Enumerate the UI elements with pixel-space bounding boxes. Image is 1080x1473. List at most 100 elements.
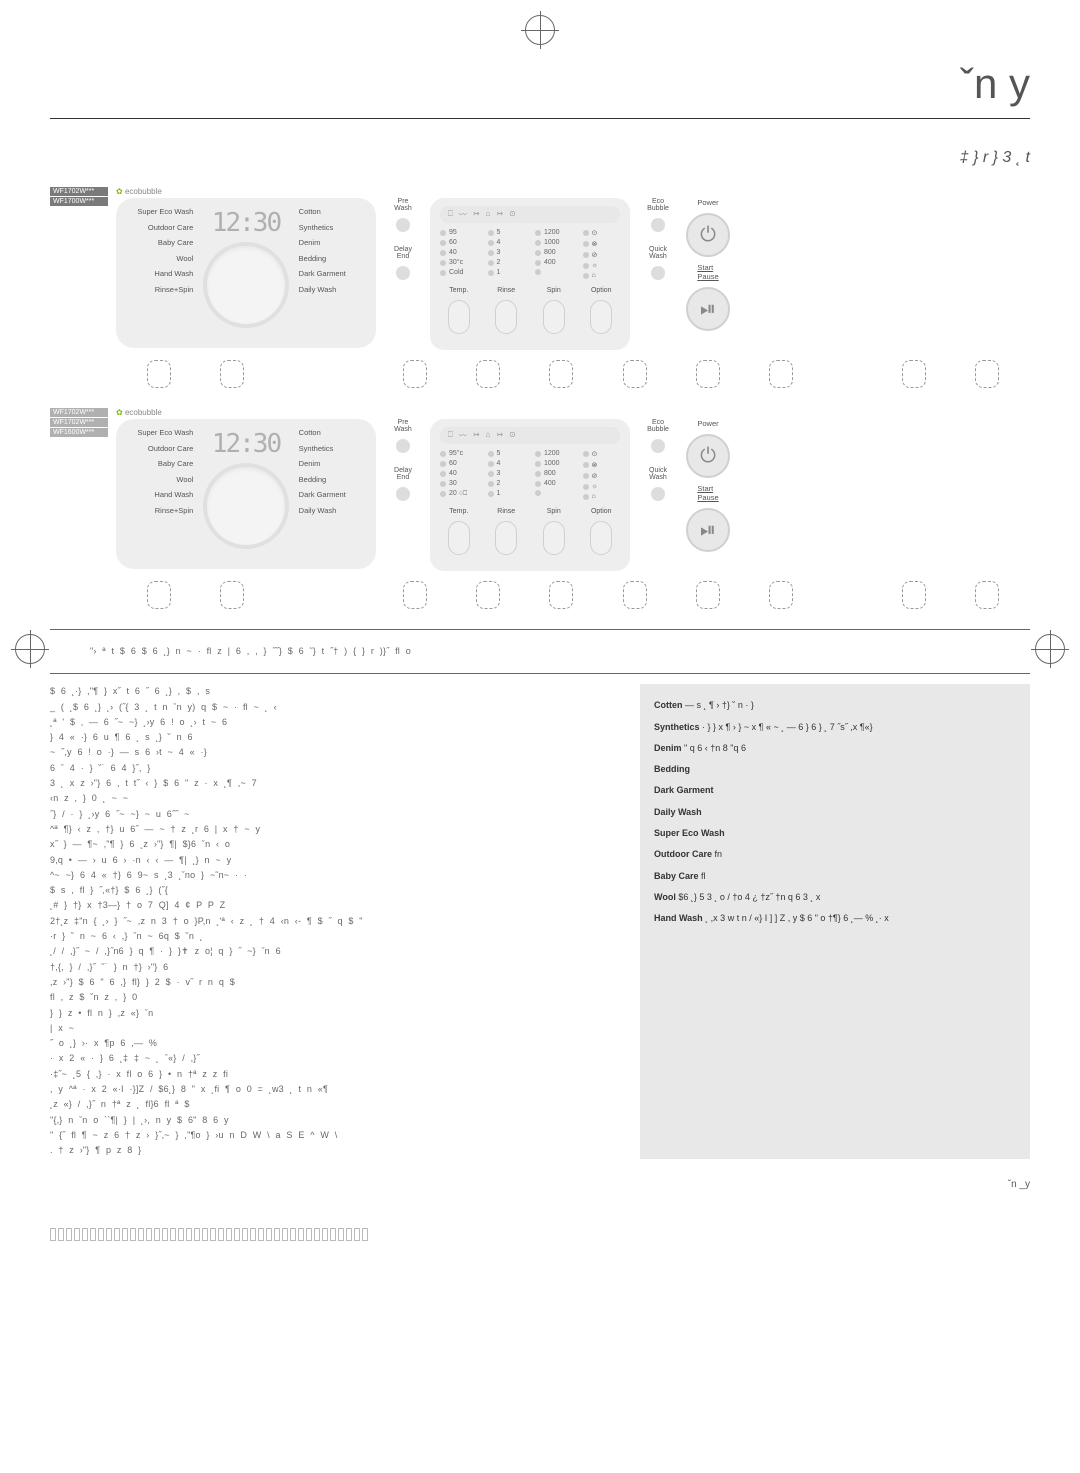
power-label: Power [697,419,718,428]
power-button[interactable]: ⏻ [686,213,730,257]
opt-icon: ⊙ [592,229,598,237]
model-line: WF1700W*** [50,197,108,206]
program-name: Synthetics [654,722,700,732]
start-pause-button[interactable]: ⏯ [686,287,730,331]
program-desc: — s ˛ ¶ › †} ˘ n · } [685,700,754,710]
dial-knob[interactable] [203,463,289,549]
opt-icon: ☼ [592,262,598,269]
eco-brand: ecobubble [125,187,162,196]
option-headers: Temp. Rinse Spin Option [440,287,620,294]
care-icon: ↣ [473,209,480,220]
start-pause-label: Start Pause [697,263,718,281]
program-dial-block: Super Eco Wash Outdoor Care Baby Care Wo… [116,419,376,569]
prog-baby: Baby Care [158,239,193,247]
program-name: Dark Garment [654,785,714,795]
callout-box [147,360,171,388]
care-icon: ⊙ [509,209,516,220]
temp-30: 30 [449,480,457,487]
rinse-5: 5 [497,450,501,457]
start-pause-button[interactable]: ⏯ [686,508,730,552]
panel-row-1: WF1702W*** WF1700W*** ✿ ecobubble Super … [50,187,1030,388]
program-definition: Wool $6 ˛} 5 3 ˛ o / †o 4 ¿ †z˝ †n q 6 3… [654,890,1016,905]
program-desc: " q 6 ‹ †n 8 "q 6 [684,743,746,753]
program-name: Outdoor Care [654,849,712,859]
prog-super-eco: Super Eco Wash [137,429,193,437]
delay-button[interactable] [396,487,410,501]
rinse-3: 3 [497,470,501,477]
temp-button[interactable] [448,521,470,555]
program-name: Baby Care [654,871,699,881]
eco-label: ✿ ecobubble [116,408,1030,417]
care-icon: ⌂ [486,430,491,441]
spin-button[interactable] [543,300,565,334]
prog-baby: Baby Care [158,460,193,468]
program-desc: ˛ ,x 3 w t n / «} I ] ] Z , y $ 6 " o †¶… [705,913,889,923]
prewash-label: Pre Wash [394,419,412,433]
option-panel: ⎕ 〰 ↣ ⌂ ↣ ⊙ 95 60 40 30°c Cold [430,198,630,350]
program-name: Denim [654,743,682,753]
eco-bubble-button[interactable] [651,439,665,453]
rinse-3: 3 [497,249,501,256]
temp-40: 40 [449,470,457,477]
eco-bubble-button[interactable] [651,218,665,232]
quick-wash-button[interactable] [651,266,665,280]
delay-label: Delay End [394,467,412,481]
prog-synthetics: Synthetics [299,224,334,232]
model-line: WF1702W*** [50,187,108,196]
temp-40: 40 [449,249,457,256]
program-name: Bedding [654,764,690,774]
temp-col: 95 60 40 30°c Cold [440,229,478,279]
prog-wool: Wool [176,255,193,263]
program-labels-left: Super Eco Wash Outdoor Care Baby Care Wo… [128,429,193,514]
care-icon: 〰 [459,430,467,441]
prog-bedding: Bedding [299,476,327,484]
program-definition: Dark Garment [654,783,1016,798]
header-rinse: Rinse [488,508,526,515]
program-desc: $6 ˛} 5 3 ˛ o / †o 4 ¿ †z˝ †n q 6 3 ˛ x [678,892,820,902]
rinse-button[interactable] [495,521,517,555]
spin-1200: 1200 [544,229,560,236]
prog-wool: Wool [176,476,193,484]
delay-label: Delay End [394,246,412,260]
header-spin: Spin [535,508,573,515]
panel-row-2: WF1702W*** WF1702W*** WF1600W*** ✿ ecobu… [50,408,1030,609]
delay-button[interactable] [396,266,410,280]
temp-button[interactable] [448,300,470,334]
prog-bedding: Bedding [299,255,327,263]
callout-box [403,581,427,609]
rinse-col: 5 4 3 2 1 [488,229,526,279]
spin-col: 1200 1000 800 400 [535,450,573,500]
option-columns: 95 60 40 30°c Cold 5 4 3 2 1 1200 [440,229,620,279]
option-col: ⊙ ⊗ ⊘ ☼ ⌂ [583,450,621,500]
page-title: ˇn y [50,60,1030,119]
spin-400: 400 [544,259,556,266]
rinse-button[interactable] [495,300,517,334]
divider [50,673,1030,674]
care-icon: ↣ [496,430,503,441]
quick-wash-button[interactable] [651,487,665,501]
power-label: Power [697,198,718,207]
rinse-4: 4 [497,460,501,467]
callout-box [769,581,793,609]
time-display: 12:30 [212,208,280,238]
option-button[interactable] [590,300,612,334]
power-button[interactable]: ⏻ [686,434,730,478]
time-display: 12:30 [212,429,280,459]
option-button[interactable] [590,521,612,555]
program-name: Wool [654,892,676,902]
spin-1000: 1000 [544,239,560,246]
callout-box [220,581,244,609]
care-icon: ⎕ [448,430,453,441]
prewash-button[interactable] [396,439,410,453]
spin-button[interactable] [543,521,565,555]
program-name: Hand Wash [654,913,703,923]
temp-20: 20 ○⎕ [449,490,467,498]
header-rinse: Rinse [488,287,526,294]
temp-cold: Cold [449,269,463,276]
dial-knob[interactable] [203,242,289,328]
eco-bubble-label: Eco Bubble [638,419,678,433]
prewash-button[interactable] [396,218,410,232]
prewash-block: Pre Wash Delay End [384,198,422,280]
program-definition: Baby Care fl [654,869,1016,884]
program-name: Daily Wash [654,807,702,817]
